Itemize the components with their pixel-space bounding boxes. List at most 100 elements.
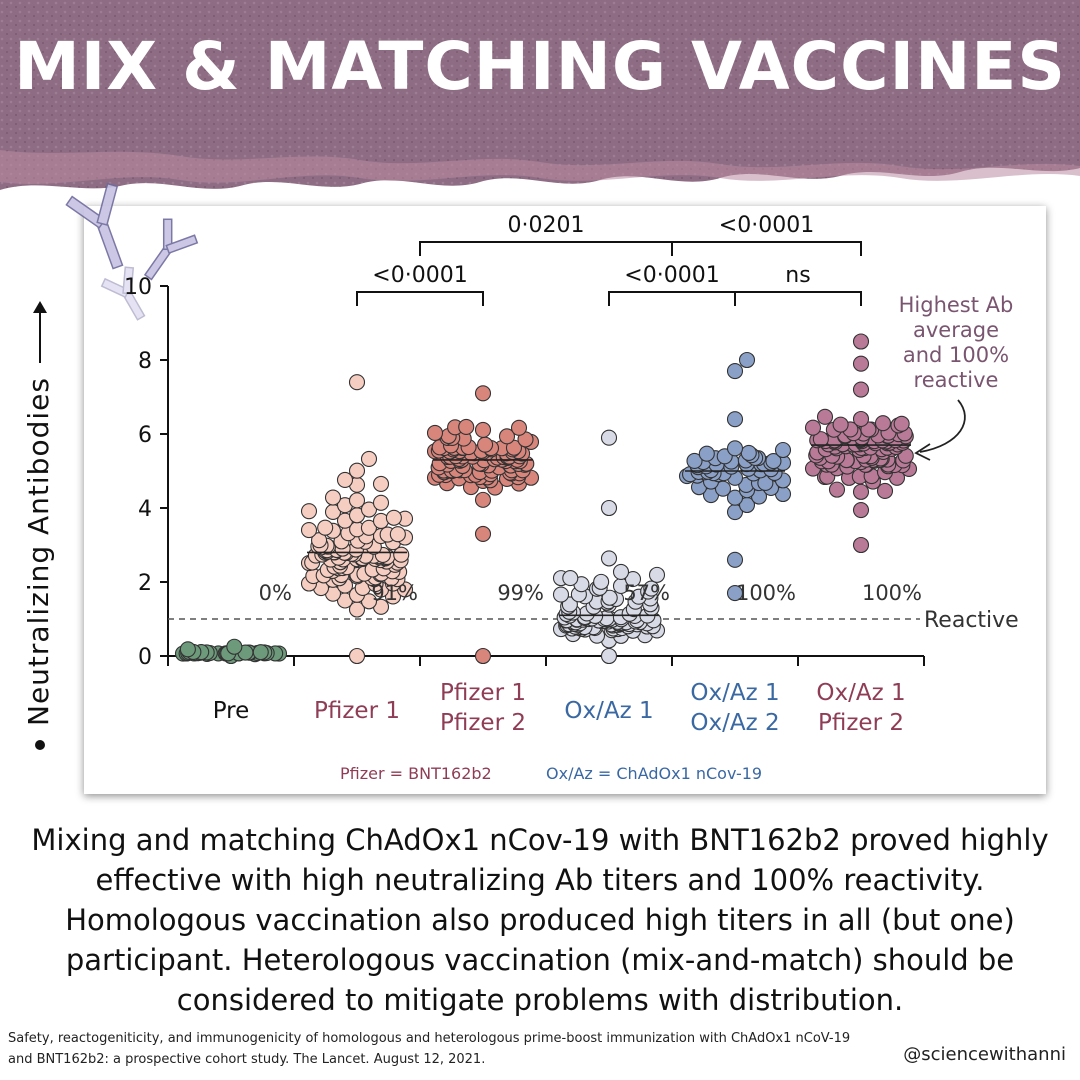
data-point [876,482,894,500]
data-point [643,580,660,597]
data-point [458,418,475,435]
x-tick-label: Pfizer 1 [314,698,400,724]
data-point [600,647,618,665]
data-point [812,431,829,448]
data-point [852,381,870,398]
data-point [360,519,377,536]
data-point [852,536,870,554]
y-tick-label: 10 [124,275,152,300]
x-tick-label: Ox/Az 2 [690,710,779,736]
x-tick-label: Pfizer 2 [440,710,526,736]
annotation-text: Highest Ab [899,293,1014,317]
data-point [562,570,579,587]
data-point [893,415,910,432]
legend-entry: Ox/Az = ChAdOx1 nCov-19 [546,764,762,783]
author-handle: @sciencewithanni [903,1044,1066,1065]
percent-label: 100% [862,581,922,605]
percent-label: 99% [497,581,544,605]
p-value-label: <0·0001 [624,263,719,288]
y-tick-label: 2 [138,571,152,596]
data-point [600,499,618,517]
data-point [852,483,870,500]
data-point [372,494,390,511]
data-point [852,333,870,350]
data-point [317,519,334,536]
p-value-label: <0·0001 [372,263,467,288]
data-point [600,550,618,567]
percent-label: 0% [259,581,292,605]
data-point [726,440,744,457]
comparison-bracket [671,241,862,256]
data-point [300,522,318,539]
curved-arrow-icon [919,399,966,453]
data-point [474,385,492,402]
y-tick-label: 8 [138,349,152,374]
data-point [360,501,378,518]
comparison-bracket [608,291,736,306]
data-point [765,453,782,470]
data-point [324,489,342,506]
data-point [552,586,570,603]
annotation-text: average [913,318,999,342]
data-point [348,374,366,391]
arrow-head-icon [914,443,931,461]
data-point [601,589,618,606]
data-point [816,408,834,425]
y-tick-label: 0 [138,645,152,670]
threshold-label: Reactive [924,608,1019,633]
data-point [336,471,354,488]
data-point [348,647,366,665]
data-point [832,416,849,433]
x-tick-label: Ox/Az 1 [564,698,653,724]
chart-card [84,206,1046,794]
data-point [726,585,744,602]
x-tick-label: Pfizer 2 [818,710,904,736]
data-point [474,421,492,438]
data-point [686,452,703,470]
data-point [477,436,494,453]
legend-entry: Pfizer = BNT162b2 [340,764,492,783]
data-point [624,571,642,588]
data-point [828,481,846,498]
citation-text: Safety, reactogeniticity, and immunogeni… [8,1031,851,1067]
data-point [226,638,243,655]
data-point [360,450,378,467]
data-point [726,489,744,506]
summary-text: Mixing and matching ChAdOx1 nCov-19 with… [31,823,1049,1017]
percent-label: 57% [623,581,670,605]
data-point [474,525,492,542]
data-point [389,526,406,543]
data-point [474,647,492,665]
percent-label: 100% [736,581,796,605]
data-point [804,419,822,436]
annotation-text: and 100% [903,343,1009,367]
data-point [498,428,516,445]
data-point [874,415,892,432]
data-point [774,441,792,459]
data-point [179,641,196,658]
data-point [600,429,618,446]
data-point [510,419,528,436]
data-point [726,363,744,380]
data-point [372,475,390,492]
comparison-bracket [734,291,862,306]
x-tick-label: Pre [213,698,250,724]
p-value-label: <0·0001 [719,213,814,238]
y-tick-label: 6 [138,423,152,448]
x-tick-label: Ox/Az 1 [816,680,905,706]
comparison-bracket [356,291,484,306]
data-point [426,424,444,442]
p-value-label: 0·0201 [508,213,585,238]
data-point [474,491,492,508]
data-point [252,644,269,661]
page-title: MIX & MATCHING VACCINES [14,28,1066,105]
data-point [852,355,870,372]
data-point [738,351,756,369]
data-point [593,573,610,590]
x-tick-label: Pfizer 1 [440,680,526,706]
data-point [612,563,630,580]
antibody-icon [65,182,199,321]
comparison-bracket [419,241,673,256]
percent-label: 91% [371,581,418,605]
